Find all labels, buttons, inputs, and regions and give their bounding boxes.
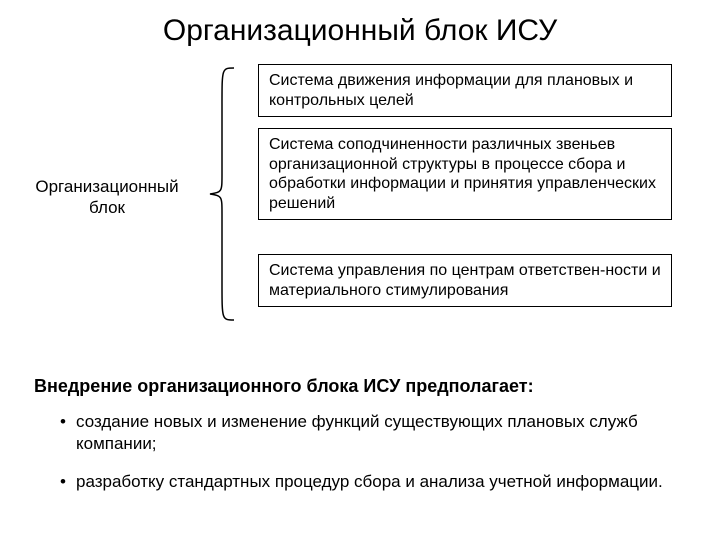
page-title: Организационный блок ИСУ bbox=[0, 0, 720, 58]
implementation-subhead: Внедрение организационного блока ИСУ пре… bbox=[34, 376, 686, 397]
box-info-flow: Система движения информации для плановых… bbox=[258, 64, 672, 117]
box-responsibility-centers: Система управления по центрам ответствен… bbox=[258, 254, 672, 307]
list-item: создание новых и изменение функций сущес… bbox=[60, 411, 686, 455]
diagram-area: Организационный блок Система движения ин… bbox=[0, 58, 720, 358]
implementation-section: Внедрение организационного блока ИСУ пре… bbox=[0, 358, 720, 493]
curly-brace-icon bbox=[204, 64, 244, 324]
left-label: Организационный блок bbox=[22, 176, 192, 219]
implementation-bullets: создание новых и изменение функций сущес… bbox=[34, 411, 686, 493]
list-item: разработку стандартных процедур сбора и … bbox=[60, 471, 686, 493]
box-subordination: Система соподчиненности различных звенье… bbox=[258, 128, 672, 220]
